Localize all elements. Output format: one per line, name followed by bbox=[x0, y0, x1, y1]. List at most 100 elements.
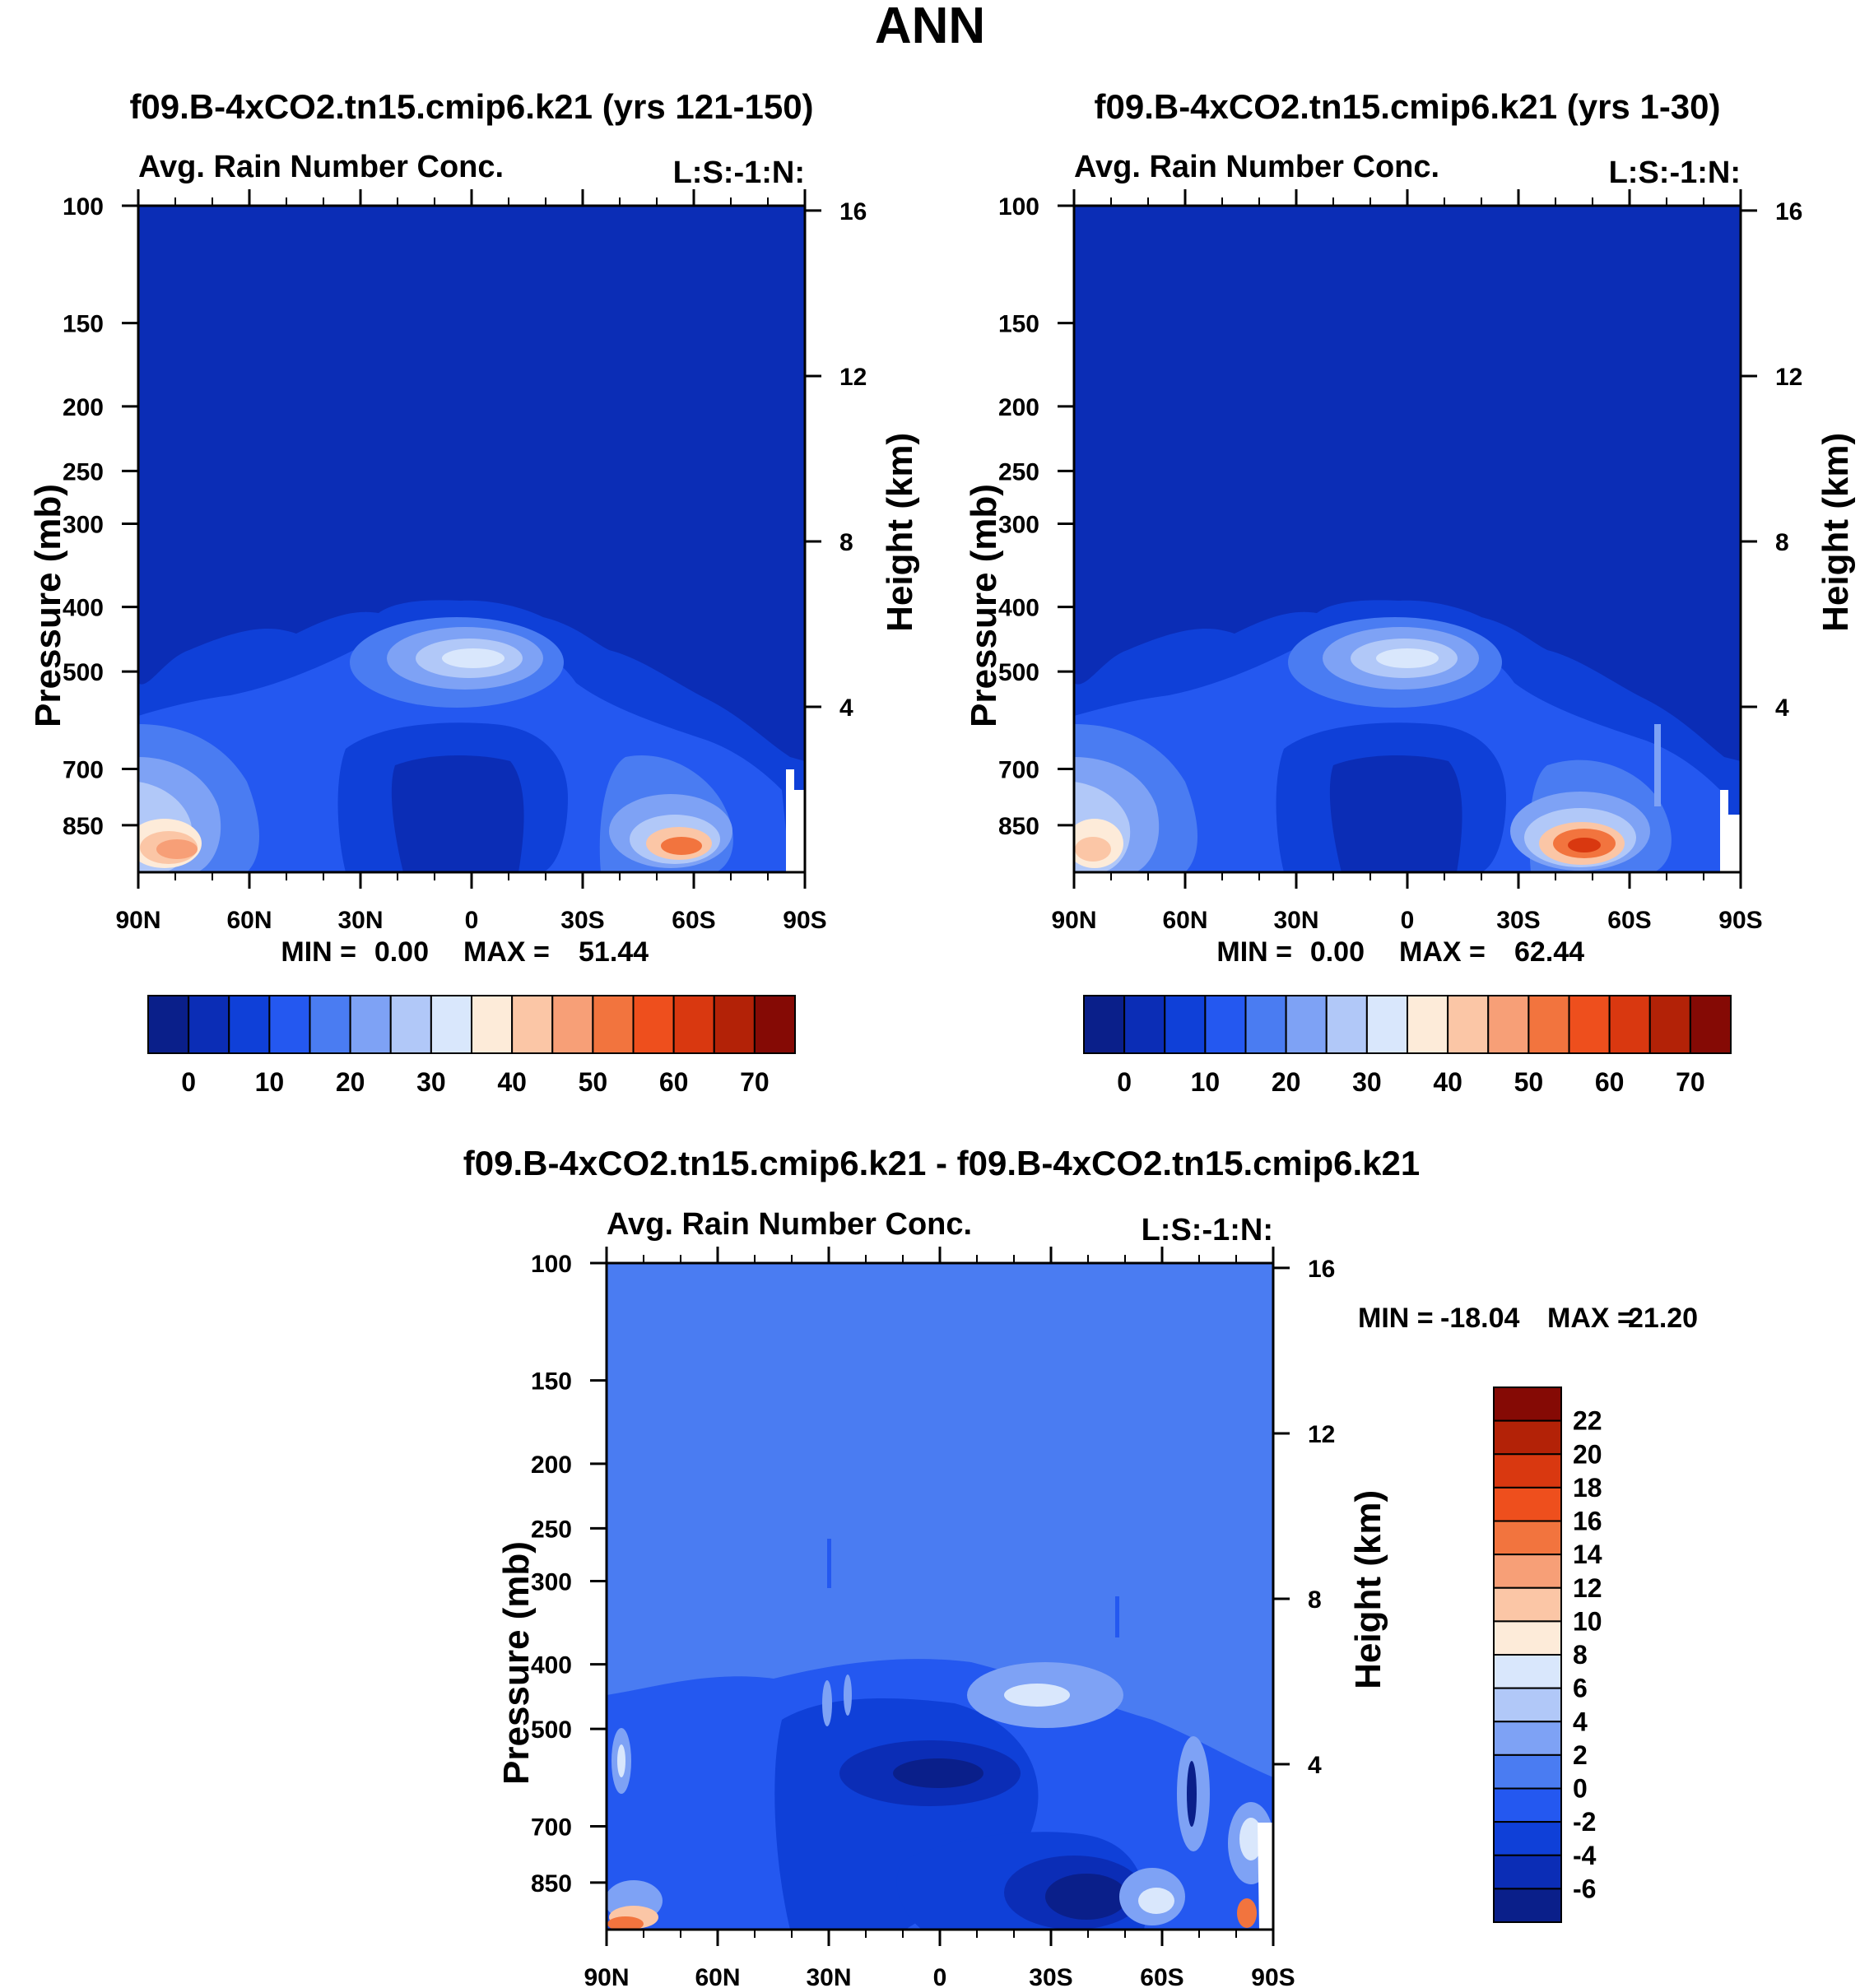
y2-tick-label: 8 bbox=[1308, 1586, 1322, 1614]
contour-band bbox=[1329, 755, 1462, 872]
panel-left-variable: Avg. Rain Number Conc. bbox=[138, 150, 504, 184]
colorbar-label: 70 bbox=[740, 1067, 770, 1097]
panel-left-field bbox=[138, 206, 805, 872]
y-tick-label: 200 bbox=[63, 394, 104, 421]
x-tick-label: 90S bbox=[783, 907, 826, 934]
y-tick-label: 100 bbox=[998, 193, 1039, 221]
diff-min-value: -18.04 bbox=[1440, 1303, 1519, 1334]
x-tick-label: 90N bbox=[115, 907, 160, 934]
panel-diff-variable: Avg. Rain Number Conc. bbox=[607, 1207, 972, 1242]
x-tick-label: 60N bbox=[695, 1964, 740, 1988]
colorbar-label: 20 bbox=[1272, 1067, 1301, 1097]
colorbar-label: 10 bbox=[255, 1067, 285, 1097]
missing-data bbox=[1720, 790, 1741, 872]
colorbar-label: 30 bbox=[416, 1067, 446, 1097]
colorbar-swatch bbox=[389, 995, 432, 1054]
contour-band bbox=[893, 1758, 983, 1788]
colorbar-swatch bbox=[1493, 1721, 1562, 1756]
y2-tick-label: 4 bbox=[1308, 1752, 1322, 1779]
stats-max-label: MAX = bbox=[463, 936, 550, 968]
colorbar-label: 30 bbox=[1352, 1067, 1382, 1097]
y2-tick-label: 16 bbox=[1308, 1256, 1335, 1283]
colorbar-swatch bbox=[1493, 1753, 1562, 1790]
diff-max-label: MAX = bbox=[1547, 1303, 1634, 1334]
colorbar-swatch bbox=[1365, 995, 1408, 1054]
y2-tick-label: 12 bbox=[1308, 1421, 1335, 1448]
colorbar-label: 8 bbox=[1573, 1640, 1588, 1670]
y-tick-label: 250 bbox=[998, 458, 1039, 485]
colorbar-label: 10 bbox=[1191, 1067, 1221, 1097]
x-tick-label: 60N bbox=[226, 907, 272, 934]
contour-band bbox=[1568, 838, 1601, 852]
colorbar-label: 10 bbox=[1573, 1606, 1602, 1636]
x-tick-label: 0 bbox=[933, 1964, 947, 1988]
y2-tick-label: 8 bbox=[839, 529, 853, 556]
colorbar-swatch bbox=[1123, 995, 1166, 1054]
y-tick-label: 250 bbox=[531, 1516, 572, 1543]
y-tick-label: 500 bbox=[998, 659, 1039, 686]
colorbar-swatch bbox=[147, 995, 190, 1054]
contour-band bbox=[1115, 1596, 1119, 1637]
panel-right-field bbox=[1074, 206, 1741, 872]
colorbar-label: 20 bbox=[336, 1067, 365, 1097]
colorbar-swatch bbox=[268, 995, 311, 1054]
colorbar-label: 0 bbox=[1573, 1774, 1588, 1804]
contour-band bbox=[1376, 648, 1439, 668]
y2-axis-label: Height (km) bbox=[880, 433, 920, 632]
y2-tick-label: 4 bbox=[1775, 694, 1789, 722]
y-tick-label: 500 bbox=[531, 1716, 572, 1744]
y-tick-label: 700 bbox=[531, 1814, 572, 1842]
contour-band bbox=[391, 755, 524, 872]
colorbar-label: 22 bbox=[1573, 1406, 1602, 1436]
y2-tick-label: 8 bbox=[1775, 529, 1789, 556]
contour-band bbox=[1237, 1898, 1257, 1928]
colorbar-label: 6 bbox=[1573, 1674, 1588, 1703]
colorbar-label: 2 bbox=[1573, 1740, 1588, 1770]
y2-axis-label: Height (km) bbox=[1816, 433, 1856, 632]
colorbar-swatch bbox=[592, 995, 635, 1054]
y2-tick-label: 16 bbox=[1775, 198, 1802, 225]
colorbar-label: 0 bbox=[181, 1067, 196, 1097]
contour-band bbox=[822, 1680, 832, 1726]
colorbar-label: -4 bbox=[1573, 1841, 1597, 1870]
y-tick-label: 300 bbox=[998, 511, 1039, 538]
colorbar-swatch bbox=[1493, 1620, 1562, 1656]
colorbar-swatch bbox=[188, 995, 230, 1054]
y-tick-label: 250 bbox=[63, 458, 104, 485]
y2-tick-label: 12 bbox=[839, 364, 867, 391]
colorbar-swatch bbox=[1407, 995, 1449, 1054]
stats-max-label: MAX = bbox=[1399, 936, 1486, 968]
y-axis-label: Pressure (mb) bbox=[28, 484, 68, 727]
colorbar-swatch bbox=[1608, 995, 1651, 1054]
panel-left-title: f09.B-4xCO2.tn15.cmip6.k21 (yrs 121-150) bbox=[129, 87, 813, 126]
colorbar-swatch bbox=[1493, 1888, 1562, 1923]
panel-right-variable: Avg. Rain Number Conc. bbox=[1074, 150, 1439, 184]
x-tick-label: 0 bbox=[1401, 907, 1415, 934]
colorbar-label: 12 bbox=[1573, 1573, 1602, 1603]
y-tick-label: 200 bbox=[531, 1452, 572, 1479]
stats-min-value: 0.00 bbox=[374, 936, 429, 968]
x-tick-label: 30N bbox=[337, 907, 383, 934]
contour-band bbox=[1239, 1818, 1262, 1860]
colorbar-swatch bbox=[1689, 995, 1732, 1054]
panel-right-title: f09.B-4xCO2.tn15.cmip6.k21 (yrs 1-30) bbox=[1094, 87, 1720, 126]
contour-band bbox=[844, 1674, 852, 1716]
colorbar-swatch bbox=[753, 995, 796, 1054]
contour-band bbox=[1187, 1761, 1197, 1827]
colorbar-swatch bbox=[1493, 1821, 1562, 1856]
y-tick-label: 850 bbox=[531, 1870, 572, 1897]
y-tick-label: 100 bbox=[63, 193, 104, 221]
stats-max-value: 62.44 bbox=[1514, 936, 1584, 968]
x-tick-label: 60S bbox=[1607, 907, 1651, 934]
colorbar-swatch bbox=[1493, 1854, 1562, 1890]
y-tick-label: 300 bbox=[63, 511, 104, 538]
colorbar-swatch bbox=[1493, 1419, 1562, 1456]
y-tick-label: 300 bbox=[531, 1568, 572, 1596]
colorbar-label: 70 bbox=[1676, 1067, 1705, 1097]
missing-data bbox=[1258, 1823, 1273, 1930]
colorbar-swatch bbox=[1493, 1486, 1562, 1522]
y-tick-label: 700 bbox=[63, 757, 104, 784]
y2-tick-label: 4 bbox=[839, 694, 853, 722]
colorbar-label: 40 bbox=[1433, 1067, 1462, 1097]
